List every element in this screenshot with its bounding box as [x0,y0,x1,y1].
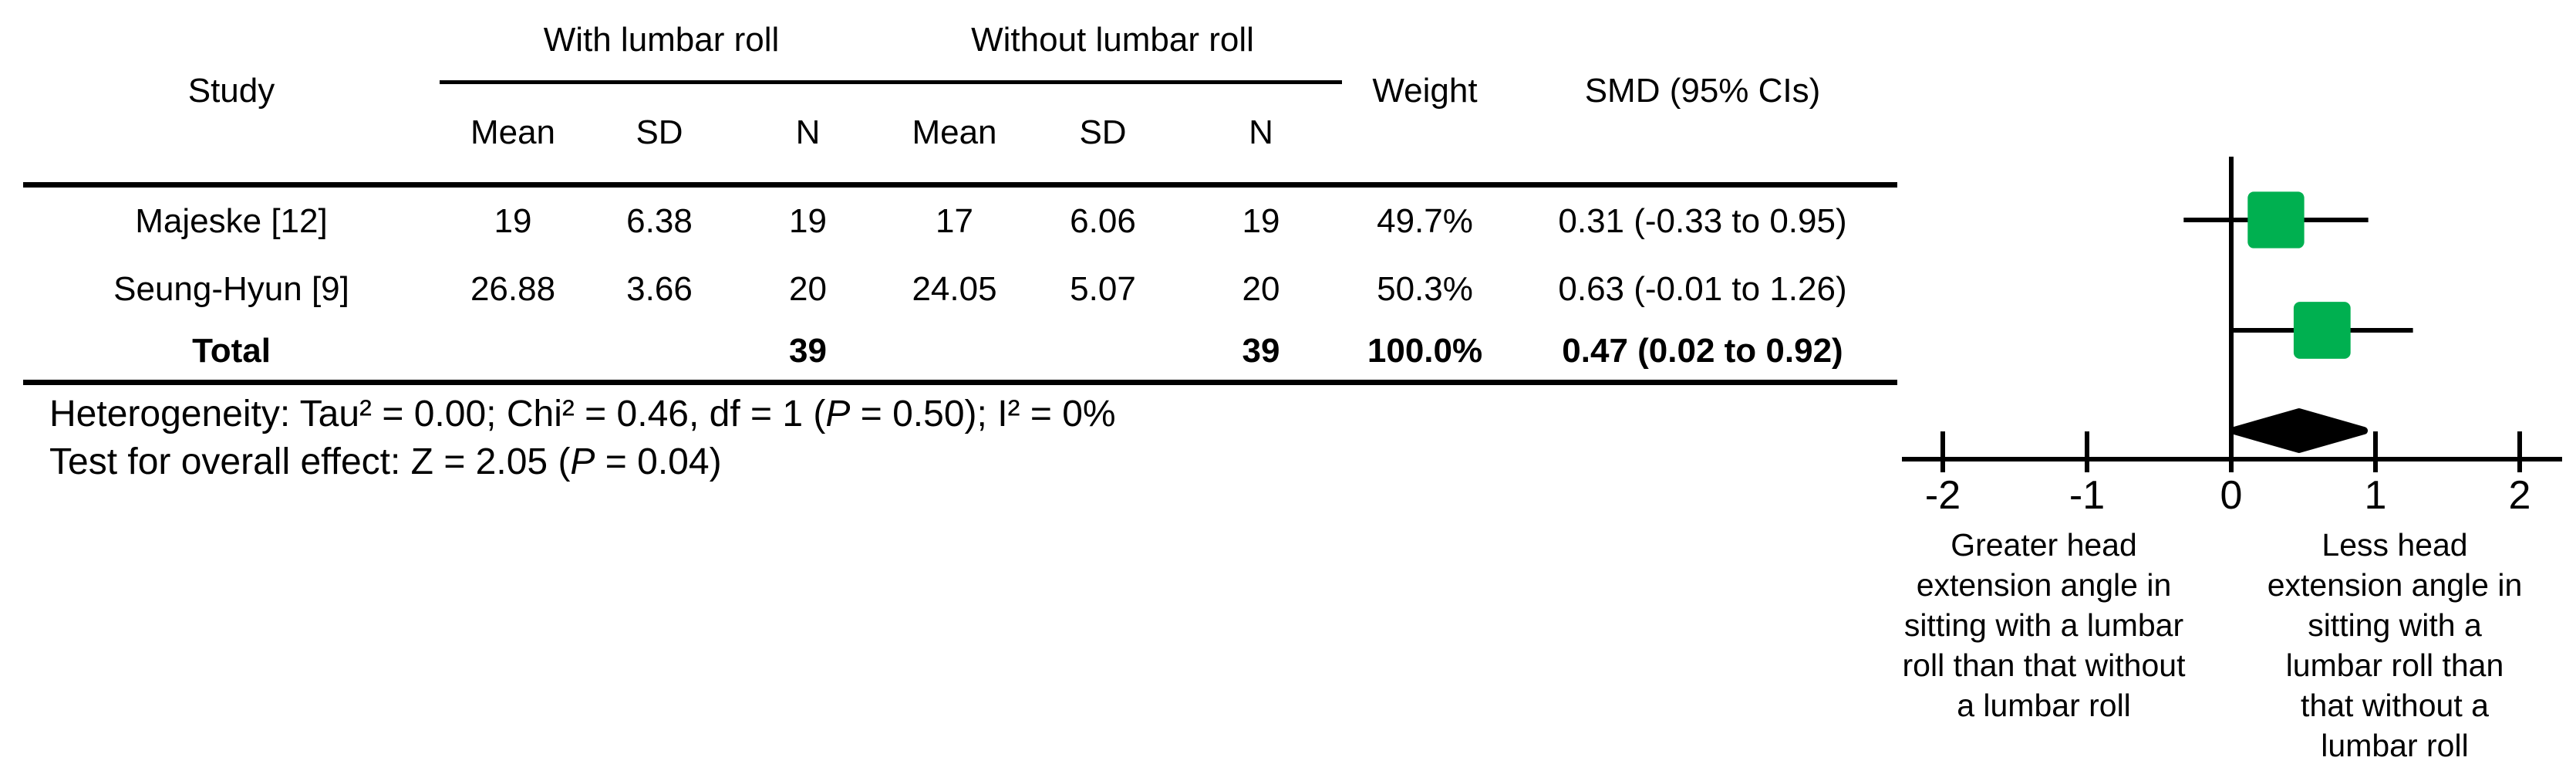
mean-with: 19 [494,201,532,240]
smd-value: 0.63 (-0.01 to 1.26) [1558,269,1847,308]
effect-square [2247,191,2305,248]
total-label: Total [192,332,271,370]
col-header-n-with: N [795,113,821,152]
overall-effect-note: Test for overall effect: Z = 2.05 (P = 0… [49,441,722,482]
study-name: Seung-Hyun [9] [113,269,349,308]
n-without: 20 [1242,269,1280,308]
total-weight: 100.0% [1367,332,1483,370]
sd-without: 6.06 [1070,201,1136,240]
effect-square [2293,302,2351,359]
mean-without: 24.05 [912,269,997,308]
col-header-n-without: N [1249,113,1273,152]
smd-value: 0.31 (-0.33 to 0.95) [1558,201,1847,240]
weight-value: 49.7% [1377,201,1473,240]
sd-with: 6.38 [626,201,693,240]
col-header-sd-without: SD [1079,113,1127,152]
heterogeneity-note: Heterogeneity: Tau² = 0.00; Chi² = 0.46,… [49,394,1116,434]
direction-label-left: Greater head extension angle in sitting … [1902,527,2186,723]
total-n-without: 39 [1242,332,1280,370]
sd-with: 3.66 [626,269,693,308]
col-header-weight: Weight [1372,71,1478,110]
weight-value: 50.3% [1377,269,1473,308]
n-with: 19 [789,201,827,240]
footnotes: Heterogeneity: Tau² = 0.00; Chi² = 0.46,… [49,390,1116,486]
sd-without: 5.07 [1070,269,1136,308]
axis-tick-label: 2 [2508,473,2531,518]
direction-label-right: Less head extension angle in sitting wit… [2267,527,2523,763]
n-with: 20 [789,269,827,308]
col-header-sd-with: SD [636,113,683,152]
col-header-smd: SMD (95% CIs) [1584,71,1821,110]
mean-without: 17 [936,201,973,240]
pooled-diamond [2230,408,2369,453]
mean-with: 26.88 [470,269,556,308]
summary-table: Study With lumbar roll Without lumbar ro… [23,0,1897,385]
table-header: Study With lumbar roll Without lumbar ro… [23,0,1897,188]
axis-tick-label: 1 [2364,473,2387,518]
total-n-with: 39 [789,332,827,370]
col-header-mean-without: Mean [912,113,997,152]
study-name: Majeske [12] [135,201,328,240]
total-smd: 0.47 (0.02 to 0.92) [1562,332,1843,370]
axis-tick-label: -2 [1924,473,1961,518]
axis-tick-label: -1 [2069,473,2106,518]
table-body: Majeske [12] 19 6.38 19 17 6.06 19 49.7%… [23,188,1897,385]
col-header-mean-with: Mean [470,113,556,152]
n-without: 19 [1242,201,1280,240]
col-header-study: Study [187,71,275,110]
axis-tick-label: 0 [2220,473,2243,518]
group-header-without-lumbar-roll: Without lumbar roll [883,0,1342,84]
group-header-with-lumbar-roll: With lumbar roll [440,0,883,84]
